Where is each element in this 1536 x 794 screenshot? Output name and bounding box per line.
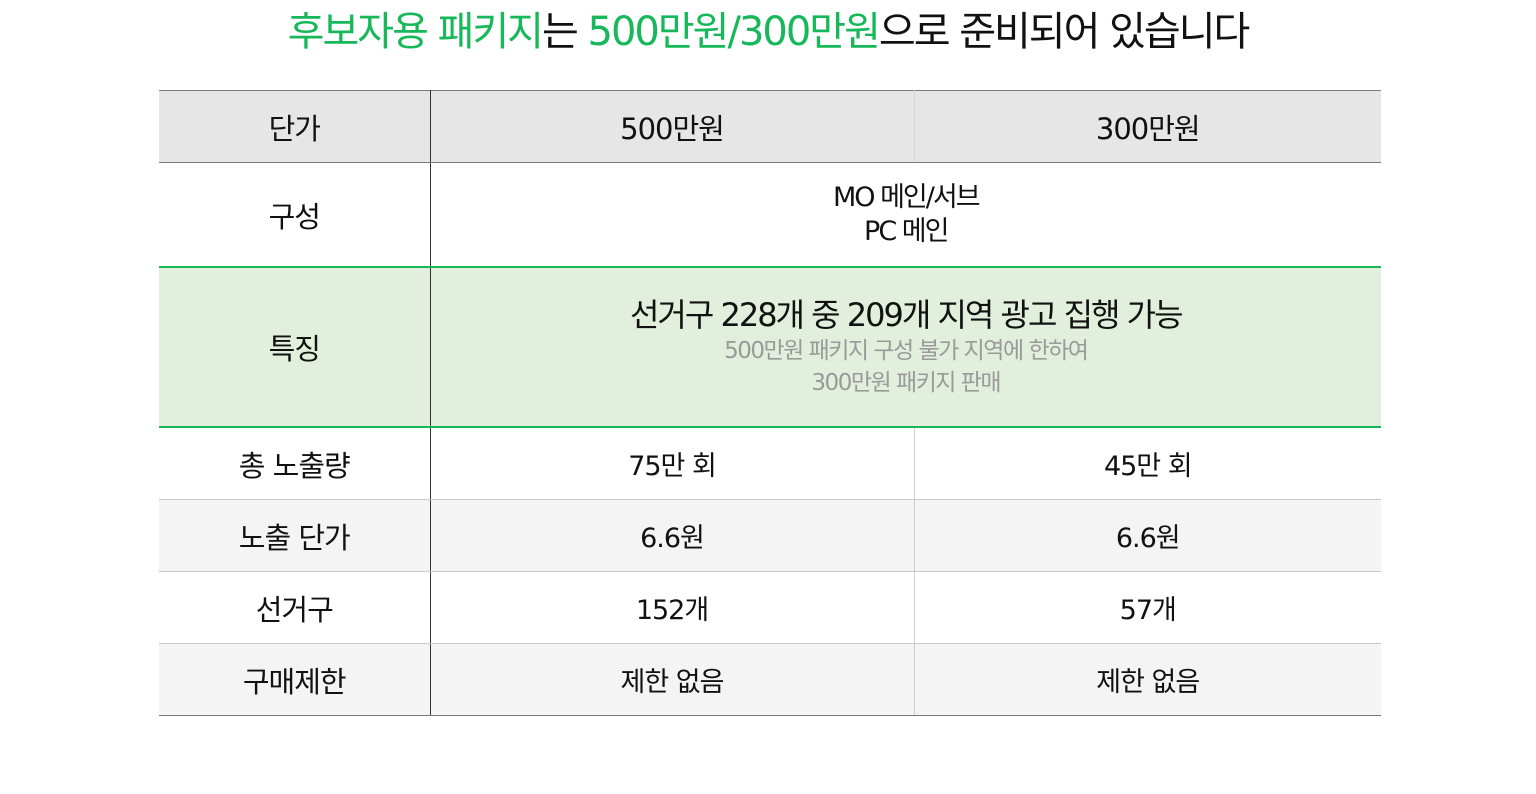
table-row-unit-cost: 노출 단가 6.6원 6.6원 <box>159 499 1381 572</box>
feature-main-text: 선거구 228개 중 209개 지역 광고 집행 가능 <box>629 296 1184 334</box>
table-row-districts: 선거구 152개 57개 <box>159 571 1381 644</box>
composition-pc: PC 메인 <box>864 215 949 247</box>
cell-300: 6.6원 <box>914 499 1381 572</box>
row-label: 선거구 <box>159 571 431 644</box>
cell-300: 제한 없음 <box>914 643 1381 716</box>
row-label: 구매제한 <box>159 643 431 716</box>
cell-300: 45만 회 <box>914 427 1381 500</box>
table-row-composition: 구성 MO 메인/서브 PC 메인 <box>159 162 1381 268</box>
row-label-composition: 구성 <box>159 162 431 268</box>
header-col-500: 500만원 <box>430 90 915 163</box>
composition-mobile: MO 메인/서브 <box>832 181 981 213</box>
row-label: 총 노출량 <box>159 427 431 500</box>
header-label-price: 단가 <box>159 90 431 163</box>
headline-suffix: 으로 준비되어 있습니다 <box>878 9 1250 55</box>
cell-500: 75만 회 <box>430 427 915 500</box>
table-header-row: 단가 500만원 300만원 <box>159 90 1381 163</box>
headline-connector: 는 <box>542 9 588 55</box>
table-row-purchase-limit: 구매제한 제한 없음 제한 없음 <box>159 643 1381 716</box>
header-col-300: 300만원 <box>914 90 1381 163</box>
headline-prices: 500만원/300만원 <box>587 9 881 55</box>
row-label-feature: 특징 <box>159 267 431 428</box>
page-title: 후보자용 패키지는 500만원/300만원으로 준비되어 있습니다 <box>0 6 1536 58</box>
cell-500: 152개 <box>430 571 915 644</box>
table-row-feature: 특징 선거구 228개 중 209개 지역 광고 집행 가능 500만원 패키지… <box>159 267 1381 428</box>
feature-cell: 선거구 228개 중 209개 지역 광고 집행 가능 500만원 패키지 구성… <box>430 267 1381 428</box>
composition-cell: MO 메인/서브 PC 메인 <box>430 162 1381 268</box>
cell-500: 제한 없음 <box>430 643 915 716</box>
row-label: 노출 단가 <box>159 499 431 572</box>
cell-300: 57개 <box>914 571 1381 644</box>
headline-package-name: 후보자용 패키지 <box>287 9 544 55</box>
feature-note-line2: 300만원 패키지 판매 <box>811 370 1001 396</box>
cell-500: 6.6원 <box>430 499 915 572</box>
feature-note-line1: 500만원 패키지 구성 불가 지역에 한하여 <box>724 338 1089 364</box>
table-row-impressions: 총 노출량 75만 회 45만 회 <box>159 427 1381 500</box>
package-comparison-table: 단가 500만원 300만원 구성 MO 메인/서브 PC 메인 특징 선거구 … <box>159 90 1381 716</box>
